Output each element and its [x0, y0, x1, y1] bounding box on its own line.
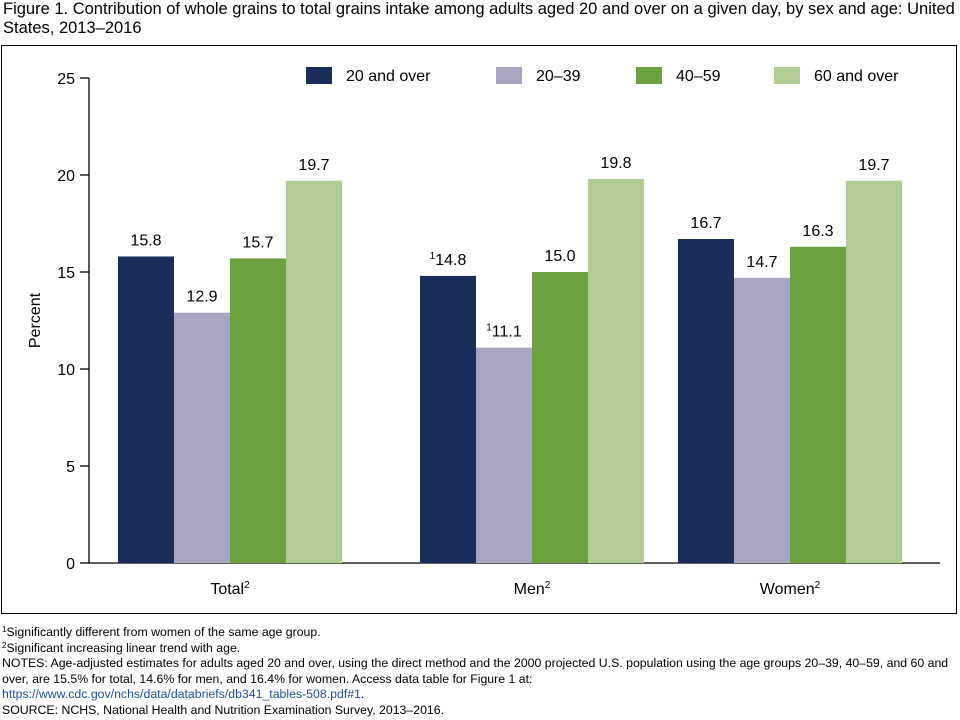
bar-value-label: 15.8 [130, 232, 161, 249]
bar-value-label: 16.7 [690, 215, 721, 232]
bar [734, 277, 790, 563]
source-text: SOURCE: NCHS, National Health and Nutrit… [2, 702, 444, 717]
y-tick-label: 5 [66, 459, 75, 476]
category-label: Women2 [760, 580, 821, 598]
bar [476, 347, 532, 563]
bar-value-label: 12.9 [186, 289, 217, 306]
notes-text: NOTES: Age-adjusted estimates for adults… [2, 656, 949, 701]
y-tick-label: 20 [57, 168, 75, 185]
bar [588, 178, 644, 563]
legend-swatch [774, 67, 800, 84]
footnotes: 1Significantly different from women of t… [2, 625, 957, 718]
bar-value-label: 111.1 [486, 323, 522, 341]
bar-value-label: 19.7 [858, 157, 889, 174]
bar [678, 239, 734, 563]
data-table-link[interactable]: https://www.cdc.gov/nchs/data/databriefs… [2, 687, 361, 701]
figure-title: Figure 1. Contribution of whole grains t… [3, 0, 955, 37]
legend-swatch [636, 67, 662, 84]
legend-label: 20 and over [346, 68, 431, 85]
y-tick-label: 25 [57, 71, 75, 88]
bar-value-label: 16.3 [802, 223, 833, 240]
y-tick-label: 10 [57, 362, 75, 379]
category-label: Men2 [514, 580, 551, 598]
y-tick-label: 15 [57, 265, 75, 282]
bar-value-label: 19.8 [600, 155, 631, 172]
bar-value-label: 114.8 [430, 251, 467, 269]
bar [174, 312, 230, 563]
footnote-1: 1Significantly different from women of t… [2, 625, 321, 639]
legend-swatch [496, 67, 522, 84]
bar [790, 246, 846, 563]
bar [846, 180, 902, 563]
legend-swatch [306, 67, 332, 84]
bar [532, 272, 588, 563]
legend-label: 40–59 [676, 68, 721, 85]
bar-value-label: 19.7 [298, 157, 329, 174]
bar-value-label: 15.0 [544, 248, 575, 265]
chart-frame [1, 45, 957, 614]
bar-chart: 0 5 10 15 20 25 Percent 15.8 12.9 15.7 19.7 Total2 1… [27, 67, 940, 598]
footnote-2: 2Significant increasing linear trend wit… [2, 640, 241, 655]
y-axis-title: Percent [27, 292, 44, 348]
legend-label: 60 and over [814, 68, 899, 85]
legend-label: 20–39 [536, 68, 581, 85]
bar [118, 256, 174, 563]
y-tick-label: 0 [66, 556, 75, 573]
bar [420, 275, 476, 563]
bar [230, 258, 286, 563]
bar-value-label: 14.7 [746, 254, 777, 271]
bar-value-label: 15.7 [242, 234, 273, 251]
bar [286, 180, 342, 563]
category-label: Total2 [210, 580, 250, 598]
